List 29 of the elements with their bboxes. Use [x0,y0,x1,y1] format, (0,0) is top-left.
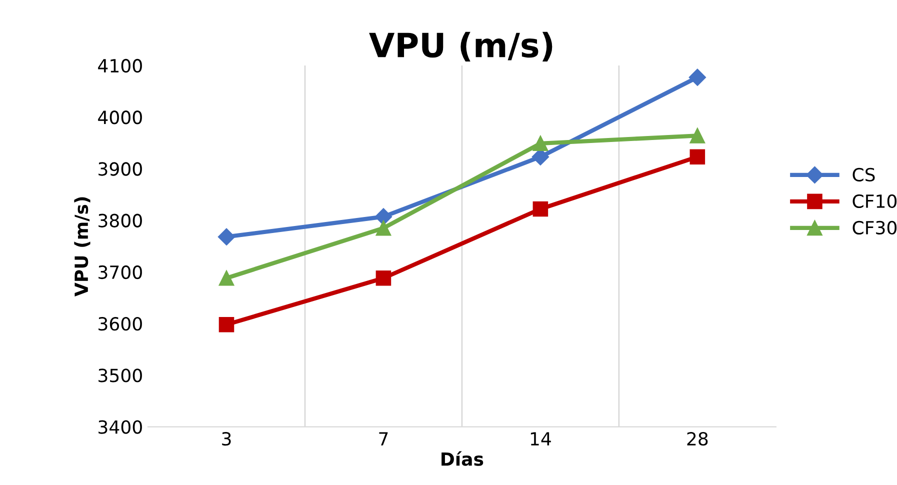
y-tick-label: 3700 [98,265,142,280]
y-tick-label: 3500 [98,368,142,382]
legend-label: CF10 [852,194,897,208]
x-tick-label: 7 [379,432,388,446]
y-tick-label: 4100 [98,58,142,73]
point [374,208,392,226]
x-tick-label: 3 [222,432,231,446]
point [688,68,706,86]
point [376,220,392,236]
y-tick-label: 3900 [98,162,142,176]
point [532,201,548,217]
point [218,228,236,246]
point [532,136,548,152]
point [690,149,706,164]
x-tick-label: 28 [687,432,708,446]
y-tick-label: 3800 [98,214,142,228]
y-tick-label: 3600 [98,317,142,331]
legend-label: CF30 [852,220,897,235]
point [690,128,706,144]
x-tick-label: 14 [530,432,551,446]
point [376,270,392,286]
y-axis-title: VPU (m/s) [74,197,90,296]
x-axis-title: Días [442,451,484,466]
chart-title: VPU (m/s) [369,32,552,62]
point [218,270,234,286]
point [218,316,234,332]
legend-label: CS [852,168,875,182]
y-tick-label: 3400 [98,420,142,434]
y-tick-label: 4000 [98,110,142,124]
